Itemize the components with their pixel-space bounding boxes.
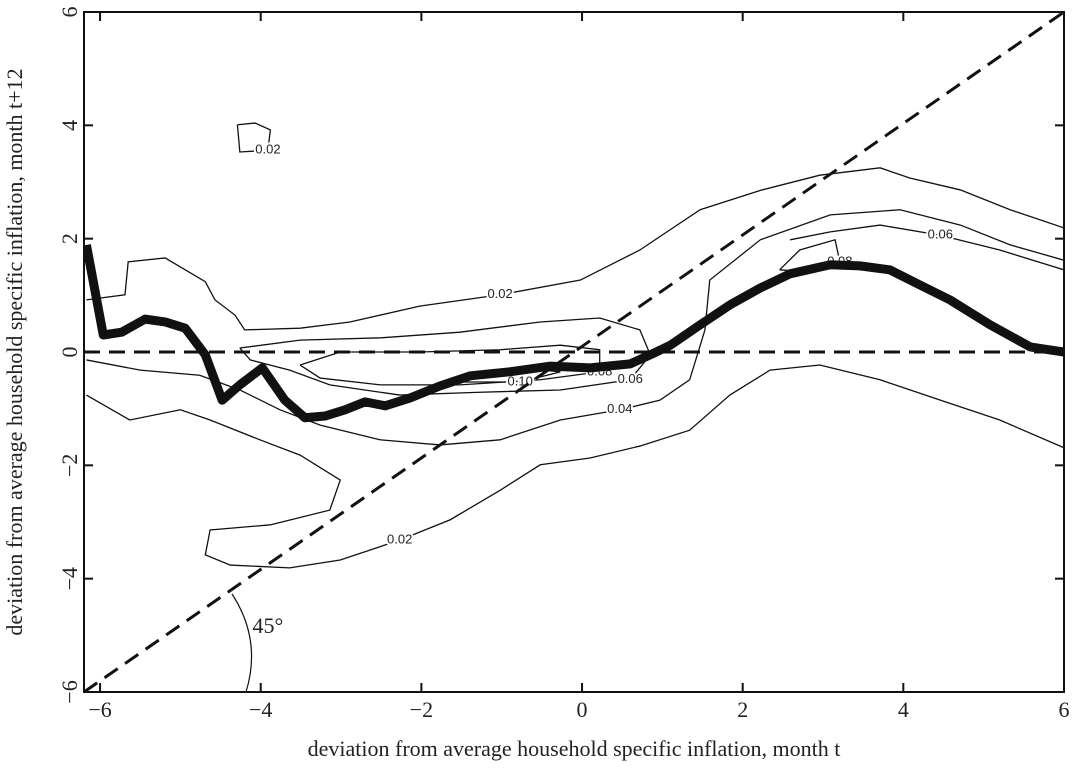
contour-line <box>236 122 272 153</box>
contour-label: 0.06 <box>618 371 643 386</box>
y-tick-label: 4 <box>57 120 82 131</box>
contour-label: 0.02 <box>387 532 412 547</box>
contour-label: 0.02 <box>487 286 512 301</box>
contour-line <box>86 209 1064 446</box>
x-tick-label: −4 <box>249 697 272 722</box>
x-tick-label: 4 <box>898 697 909 722</box>
x-tick-label: −6 <box>88 697 111 722</box>
plot-area: 0.020.020.040.060.080.100.060.080.02 <box>84 12 1064 692</box>
y-tick-label: −4 <box>57 567 82 590</box>
y-axis-label: deviation from average household specifi… <box>2 68 27 635</box>
mean-line <box>84 244 1064 423</box>
x-tick-label: 0 <box>577 697 588 722</box>
y-tick-label: −2 <box>57 454 82 477</box>
x-tick-label: 2 <box>737 697 748 722</box>
y-tick-label: 0 <box>57 347 82 358</box>
contour-label: 0.02 <box>255 142 280 157</box>
contour-line <box>86 364 1064 569</box>
contour-label: 0.04 <box>607 401 632 416</box>
y-tick-label: −6 <box>57 680 82 703</box>
x-tick-label: −2 <box>410 697 433 722</box>
contour-line <box>86 167 1064 331</box>
angle-arc <box>231 593 253 693</box>
y-tick-label: 6 <box>57 7 82 18</box>
y-tick-label: 2 <box>57 233 82 244</box>
contour-line <box>789 224 1064 271</box>
x-axis-label: deviation from average household specifi… <box>308 736 841 761</box>
annotation: 45° <box>253 613 284 638</box>
x-tick-label: 6 <box>1059 697 1070 722</box>
contour-line <box>299 344 601 386</box>
contour-line <box>239 317 652 396</box>
contour-label: 0.06 <box>928 227 953 242</box>
